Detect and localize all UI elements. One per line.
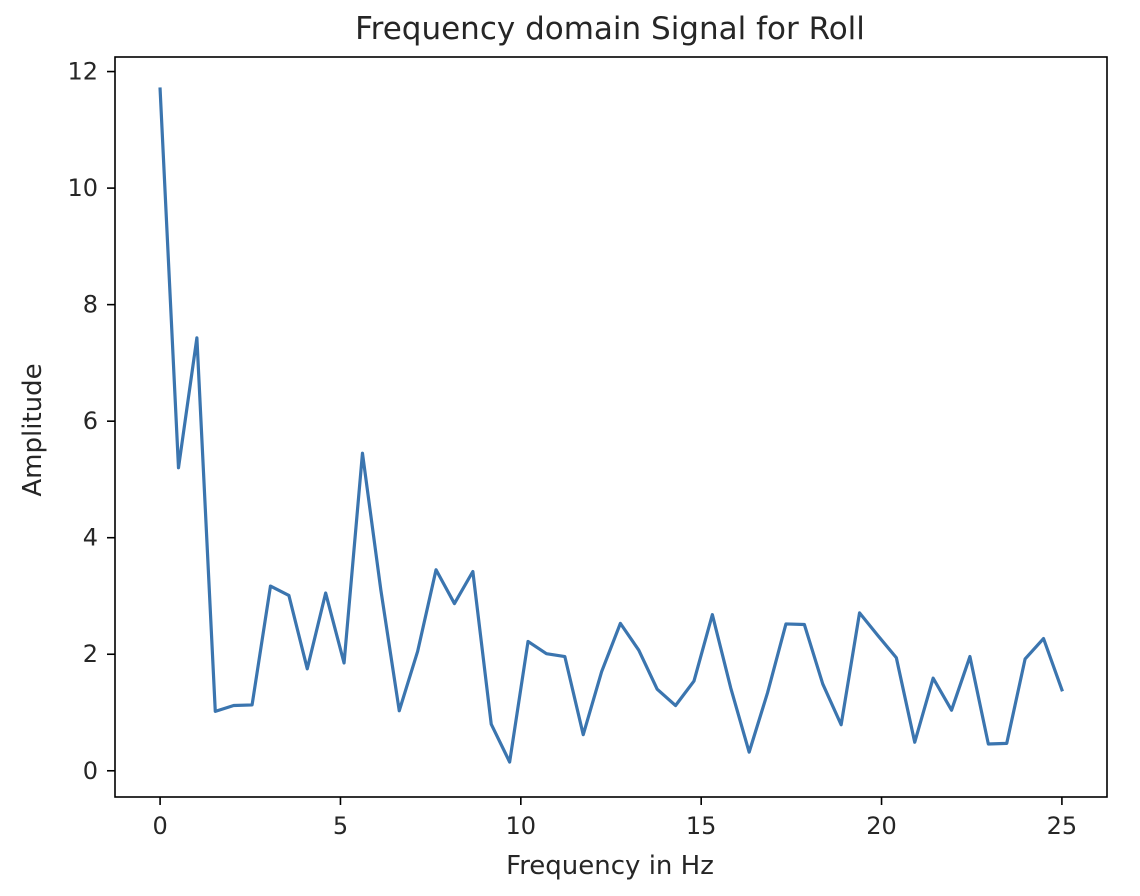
x-tick-label: 10 — [506, 812, 537, 840]
x-tick-label: 0 — [152, 812, 167, 840]
x-tick-label: 20 — [866, 812, 897, 840]
y-tick-label: 8 — [83, 291, 98, 319]
y-axis-label: Amplitude — [18, 363, 48, 496]
plot-area: 0 5 10 15 20 25 0 2 4 6 8 10 12 — [67, 56, 1108, 840]
x-tick-label: 5 — [333, 812, 348, 840]
x-tick-label: 15 — [686, 812, 717, 840]
y-tick-label: 6 — [83, 407, 98, 435]
y-tick-label: 0 — [83, 757, 98, 785]
chart-title: Frequency domain Signal for Roll — [355, 11, 865, 47]
x-axis-label: Frequency in Hz — [506, 851, 714, 881]
y-tick-label: 12 — [67, 58, 98, 86]
y-tick-label: 10 — [67, 174, 98, 202]
y-tick-label: 2 — [83, 640, 98, 668]
series-line-0 — [158, 87, 1064, 764]
axes-frame — [114, 56, 1108, 798]
y-tick-label: 4 — [83, 524, 98, 552]
x-tick-label: 25 — [1047, 812, 1078, 840]
